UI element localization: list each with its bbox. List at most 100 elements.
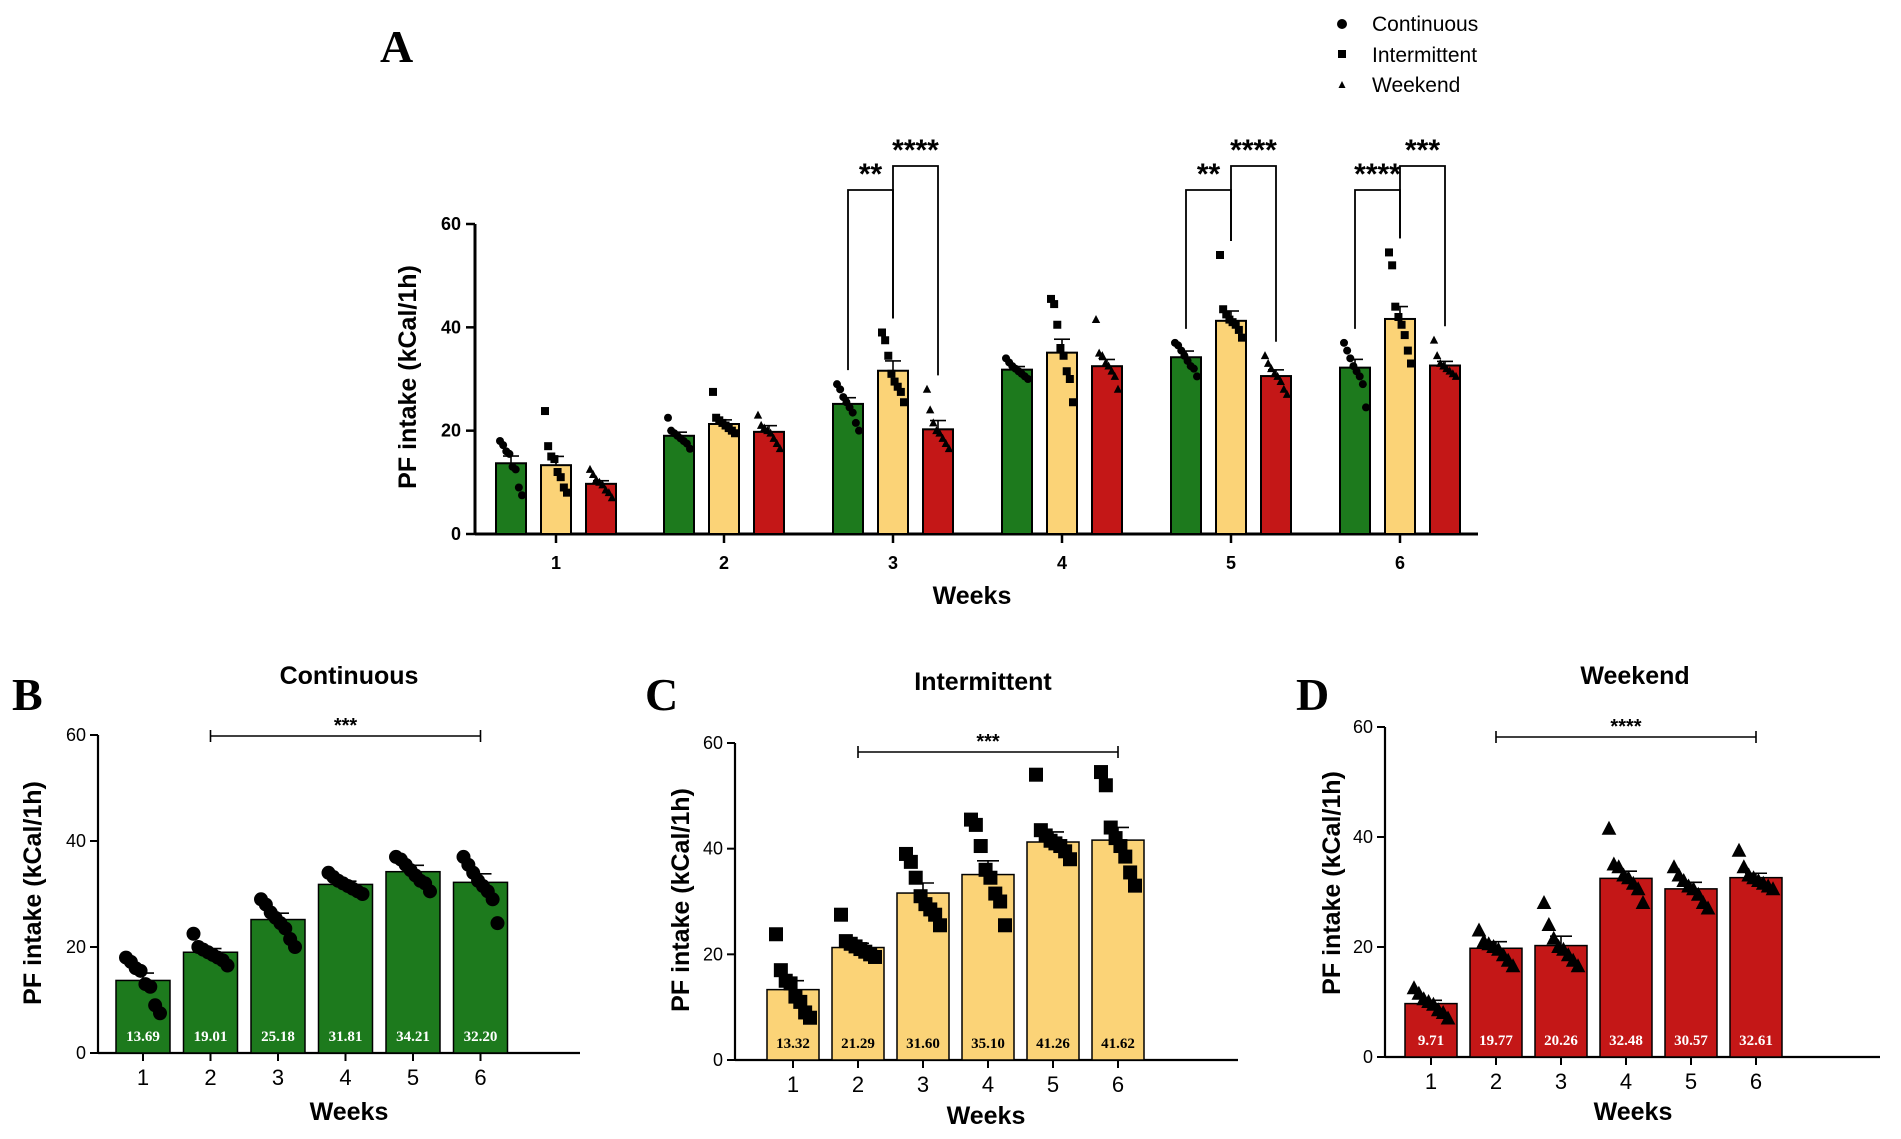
panel-a-point bbox=[1403, 346, 1412, 355]
panel-c-point bbox=[903, 854, 918, 869]
panel-a-significance-label: **** bbox=[1354, 158, 1401, 191]
panel-a-point bbox=[1391, 302, 1400, 311]
panel-a-point bbox=[1050, 300, 1059, 309]
panel-letter-a: A bbox=[380, 21, 413, 72]
panel-a-point bbox=[772, 438, 782, 447]
panel-d-xtick-label: 3 bbox=[1555, 1069, 1567, 1094]
panel-a-point bbox=[1400, 331, 1409, 340]
panel-a-point bbox=[563, 488, 571, 497]
panel-c-point bbox=[1118, 849, 1133, 864]
panel-c-ytick-label: 20 bbox=[703, 944, 723, 964]
panel-a-point bbox=[1056, 344, 1065, 352]
panel-d-data-label: 30.57 bbox=[1674, 1033, 1708, 1049]
panel-a-point bbox=[1343, 346, 1352, 355]
panel-a-point bbox=[1098, 351, 1107, 360]
panel-b-data-label: 31.81 bbox=[329, 1029, 363, 1045]
panel-a-point bbox=[541, 407, 549, 416]
panel-c-xtick-label: 3 bbox=[917, 1072, 929, 1097]
panel-d-ytick-label: 20 bbox=[1353, 937, 1373, 957]
panel-a-point bbox=[1238, 333, 1246, 342]
panel-a-point bbox=[1260, 351, 1270, 360]
panel-a-point bbox=[1273, 371, 1282, 380]
panel-d-data-label: 32.61 bbox=[1739, 1033, 1773, 1049]
panel-d-data-label: 32.48 bbox=[1609, 1033, 1643, 1049]
panel-c-ytick-label: 60 bbox=[703, 733, 723, 753]
panel-d-xtick-label: 1 bbox=[1425, 1069, 1437, 1094]
panel-a-bar-continuous bbox=[1001, 368, 1033, 536]
panel-c-bar bbox=[1026, 841, 1080, 1061]
panel-d-xlabel: Weeks bbox=[1594, 1098, 1673, 1126]
panel-a-significance-label: **** bbox=[892, 134, 939, 167]
panel-a-point bbox=[851, 418, 860, 427]
panel-b-plot: 0 20 40 60 1 13.69 2 19.01 3 25.18 4 31.81 5 34.21 6 32… bbox=[66, 715, 580, 1090]
panel-a-point bbox=[938, 433, 947, 442]
panel-b-ylabel: PF intake (kCal/1h) bbox=[19, 781, 47, 1005]
panel-a-point bbox=[514, 483, 523, 492]
panel-b-point bbox=[133, 963, 148, 978]
panel-c-xlabel: Weeks bbox=[947, 1102, 1026, 1130]
panel-a-point bbox=[922, 384, 932, 393]
panel-d-data-label: 19.77 bbox=[1479, 1033, 1513, 1049]
panel-c-data-label: 13.32 bbox=[776, 1036, 810, 1052]
panel-d-ytick-label: 60 bbox=[1353, 717, 1373, 737]
panel-a-point bbox=[604, 488, 614, 497]
panel-c-point bbox=[933, 918, 947, 933]
panel-a-point bbox=[1189, 364, 1198, 373]
panel-b-point bbox=[153, 1006, 167, 1021]
panel-a-point bbox=[556, 473, 565, 482]
panel-a-point bbox=[588, 469, 598, 478]
panel-c-point bbox=[1098, 778, 1113, 793]
panel-b-data-label: 13.69 bbox=[126, 1029, 160, 1045]
panel-d-point bbox=[1666, 859, 1682, 874]
panel-b-xtick-label: 4 bbox=[339, 1065, 351, 1090]
legend-label-weekend: Weekend bbox=[1372, 74, 1460, 97]
panel-b-point bbox=[423, 884, 437, 899]
panel-d-xtick-label: 4 bbox=[1620, 1069, 1632, 1094]
panel-a-point bbox=[1047, 294, 1055, 303]
panel-a-point bbox=[1346, 354, 1355, 363]
panel-a-point bbox=[664, 413, 672, 422]
panel-a-point bbox=[553, 468, 562, 476]
panel-a-point bbox=[941, 438, 951, 447]
panel-d-data-label: 9.71 bbox=[1418, 1033, 1444, 1049]
panel-a-point bbox=[893, 382, 902, 391]
panel-a-ylabel: PF intake (kCal/1h) bbox=[394, 265, 422, 489]
panel-a-point bbox=[1451, 371, 1461, 380]
panel-d-point bbox=[1541, 916, 1557, 931]
panel-b-xtick-label: 1 bbox=[137, 1065, 149, 1090]
panel-a-point bbox=[929, 418, 938, 427]
panel-a-point bbox=[559, 483, 568, 492]
legend-label-continuous: Continuous bbox=[1372, 13, 1478, 36]
panel-a-ytick-label: 60 bbox=[441, 214, 461, 234]
panel-a-bar-intermittent bbox=[1215, 319, 1247, 535]
panel-b-title: Continuous bbox=[280, 662, 419, 690]
panel-d-point bbox=[1731, 842, 1747, 857]
panel-d-point bbox=[1765, 881, 1781, 896]
panel-a-point bbox=[1216, 251, 1224, 259]
panel-a-point bbox=[878, 328, 886, 337]
panel-a-point bbox=[925, 405, 935, 414]
panel-a-point bbox=[731, 429, 739, 438]
panel-c-xtick-label: 1 bbox=[787, 1072, 799, 1097]
panel-b-point bbox=[220, 958, 235, 973]
panel-b-data-label: 25.18 bbox=[261, 1029, 295, 1045]
panel-b-point bbox=[278, 921, 293, 936]
panel-c-xtick-label: 4 bbox=[982, 1072, 994, 1097]
panel-a-point bbox=[1059, 351, 1068, 360]
panel-c-point bbox=[908, 870, 923, 885]
panel-c-point bbox=[783, 976, 798, 991]
panel-a-point bbox=[1267, 364, 1276, 373]
panel-c-point bbox=[1094, 765, 1108, 780]
panel-a-xtick-label: 5 bbox=[1226, 553, 1236, 573]
panel-c-data-label: 41.62 bbox=[1101, 1036, 1135, 1052]
panel-a-point bbox=[1282, 389, 1292, 398]
panel-a-point bbox=[1222, 310, 1231, 319]
panel-d-xtick-label: 6 bbox=[1750, 1069, 1762, 1094]
panel-a-point bbox=[1053, 320, 1062, 329]
panel-a-point bbox=[1394, 313, 1403, 321]
panel-a-point bbox=[1263, 358, 1273, 367]
panel-a-point bbox=[775, 444, 785, 453]
panel-a-point bbox=[890, 377, 899, 386]
panel-c-xtick-label: 2 bbox=[852, 1072, 864, 1097]
